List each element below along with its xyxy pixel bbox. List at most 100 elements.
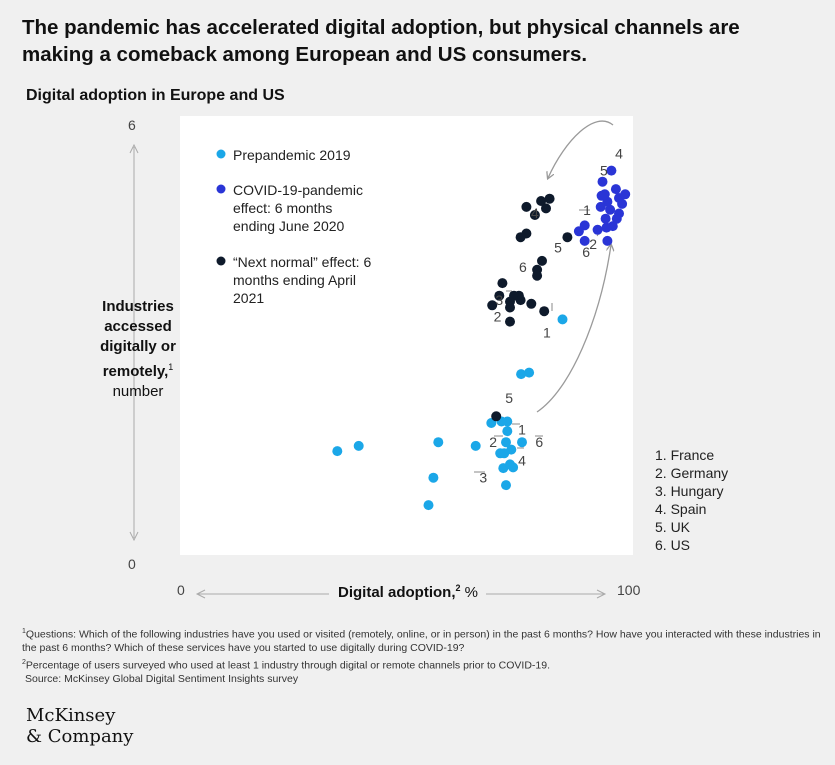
country-key-item: 6. US [655,537,691,553]
data-point-series-2-10 [562,232,573,243]
footnote-2-sup: 2 [22,658,26,666]
data-point-series-0-21 [557,314,568,325]
y-axis-label: Industries accessed digitally or remotel… [88,297,188,402]
trend-arrow-up [536,245,611,413]
point-label-10: 6 [582,244,590,260]
legend-dot-2 [216,256,226,266]
data-point-series-2-2 [541,203,551,214]
footnote-1: 1Questions: Which of the following indus… [22,625,822,656]
data-point-series-2-4 [529,210,540,220]
data-point-series-0-12 [506,444,517,455]
point-label-16: 1 [543,325,551,341]
data-point-series-0-1 [353,440,364,451]
data-point-series-0-15 [517,437,527,448]
point-label-7: 5 [600,163,608,179]
x-axis-label-sup: 2 [455,583,461,593]
country-key-item: 4. Spain [655,501,707,517]
legend-item-next-normal: “Next normal” effect: 6 months ending Ap… [233,254,372,306]
x-tick-left: 0 [177,582,185,598]
data-point-series-2-18 [539,306,550,317]
data-point-series-2-3 [521,201,532,212]
y-tick-bottom: 0 [128,556,136,572]
trend-arrow-back [548,120,614,178]
legend-item-covid: COVID-19-pandemic effect: 6 months endin… [233,182,363,234]
data-point-series-2-21 [494,290,505,301]
data-point-series-0-0 [332,446,343,457]
footnotes: 1Questions: Which of the following indus… [22,625,822,686]
data-point-series-1-16 [602,235,613,246]
data-point-series-2-19 [487,300,498,311]
data-point-series-1-1 [610,184,621,195]
legend-markers [216,149,226,266]
data-point-series-1-5 [617,198,628,209]
footnote-2: 2Percentage of users surveyed who used a… [22,656,822,673]
point-label-0: 5 [505,390,513,406]
plot-area [180,116,633,555]
data-point-series-1-7 [611,213,622,224]
data-point-series-0-16 [495,448,506,459]
point-label-14: 3 [495,292,503,308]
data-point-series-0-20 [524,367,535,378]
point-label-6: 4 [615,146,623,162]
legend-item-prepandemic: Prepandemic 2019 [233,147,351,163]
data-point-series-1-3 [605,204,616,215]
legend-dot-0 [216,149,226,159]
footnote-1-sup: 1 [22,628,26,635]
chart-title: The pandemic has accelerated digital ado… [22,16,740,66]
data-point-series-2-6 [515,232,526,243]
data-point-series-0-5 [470,440,481,451]
x-axis-arrow [195,589,607,599]
data-point-series-1-20 [599,189,610,200]
point-label-8: 1 [583,202,591,218]
data-point-series-0-3 [428,472,439,483]
country-key-item: 1. France [655,447,715,463]
legend-dot-1 [216,184,226,194]
y-axis-label-sup: 1 [168,362,174,372]
chart-subtitle: Digital adoption in Europe and US [26,87,285,104]
footnote-1-text: Questions: Which of the following indust… [22,628,821,655]
data-point-series-0-2 [433,437,444,448]
data-point-series-0-19 [516,369,527,380]
data-point-series-2-9 [532,270,543,281]
country-key-item: 5. UK [655,519,691,535]
logo-line-1: McKinsey [26,705,116,726]
data-point-series-2-17 [526,298,537,309]
data-point-series-1-15 [579,235,590,246]
point-label-5: 3 [479,470,487,486]
data-point-series-1-9 [600,213,611,224]
point-label-11: 4 [531,205,539,221]
data-point-series-0-10 [501,437,511,448]
country-key-item: 2. Germany [655,465,729,481]
y-axis-arrow [129,143,139,542]
data-point-series-0-4 [423,500,434,511]
data-point-series-2-16 [505,302,515,313]
point-label-2: 2 [489,434,497,450]
data-point-series-0-14 [508,462,519,473]
data-point-series-1-19 [597,176,608,187]
x-axis-label: Digital adoption,2 % [338,583,478,601]
data-point-series-1-10 [601,222,612,233]
data-point-series-2-7 [537,255,547,266]
country-key-item: 3. Hungary [655,483,724,499]
mckinsey-logo: McKinsey & Company [26,705,133,747]
data-point-series-2-15 [515,295,526,306]
point-label-9: 2 [589,236,597,252]
country-key: 1. France 2. Germany 3. Hungary 4. Spain… [655,446,728,554]
y-axis-label-bold: Industries accessed digitally or remotel… [100,298,176,380]
data-point-series-1-0 [606,165,617,176]
point-label-4: 4 [518,453,526,469]
data-point-series-1-4 [620,189,631,200]
x-axis-label-bold: Digital adoption, [338,584,456,601]
point-label-3: 6 [535,434,543,450]
point-label-13: 6 [519,259,527,275]
data-point-series-1-12 [592,224,603,235]
footnote-2-text: Percentage of users surveyed who used at… [25,659,551,671]
point-label-1: 1 [518,422,526,438]
point-label-12: 5 [554,240,562,256]
data-point-series-2-0 [536,196,547,206]
logo-line-2: & Company [26,726,134,747]
x-axis-label-rest: % [460,584,479,601]
y-axis-label-rest: number [112,383,164,400]
